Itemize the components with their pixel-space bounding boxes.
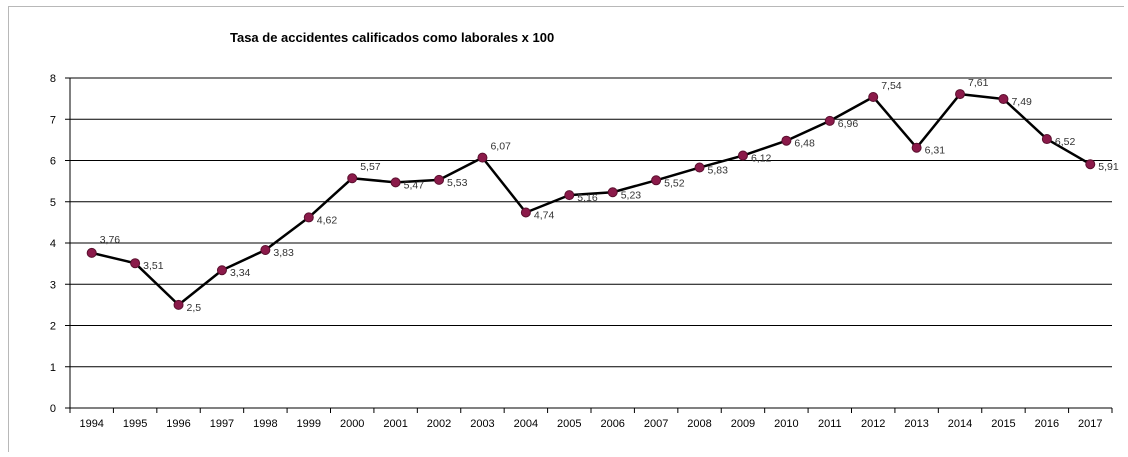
data-point xyxy=(651,175,662,186)
x-tick-label: 2001 xyxy=(383,418,407,430)
x-tick-label: 2016 xyxy=(1035,418,1059,430)
data-label: 2,5 xyxy=(187,302,202,314)
data-point xyxy=(564,190,575,201)
data-label: 3,76 xyxy=(100,234,121,246)
x-tick-label: 2009 xyxy=(731,418,755,430)
data-point xyxy=(303,212,314,223)
data-point xyxy=(694,162,705,173)
data-label: 6,48 xyxy=(794,138,815,150)
data-label: 6,52 xyxy=(1055,136,1076,148)
data-label: 5,16 xyxy=(577,192,598,204)
y-tick-label: 0 xyxy=(50,403,56,415)
data-label: 5,52 xyxy=(664,177,685,189)
data-point xyxy=(1041,134,1052,145)
data-label: 7,61 xyxy=(968,77,989,89)
data-label: 6,96 xyxy=(838,118,859,130)
x-tick-label: 1995 xyxy=(123,418,147,430)
y-tick-label: 2 xyxy=(50,321,56,333)
y-tick-label: 3 xyxy=(50,279,56,291)
data-point xyxy=(868,91,879,102)
data-point xyxy=(520,207,531,218)
x-tick-label: 2015 xyxy=(991,418,1015,430)
x-tick-label: 1998 xyxy=(253,418,277,430)
data-label: 3,34 xyxy=(230,267,251,279)
y-tick-label: 1 xyxy=(50,362,56,374)
data-point xyxy=(130,258,141,269)
x-tick-label: 2000 xyxy=(340,418,364,430)
data-label: 5,91 xyxy=(1098,161,1119,173)
data-label: 3,51 xyxy=(143,260,164,272)
x-tick-label: 2004 xyxy=(514,418,538,430)
x-tick-label: 2007 xyxy=(644,418,668,430)
data-point xyxy=(737,150,748,161)
x-tick-label: 1999 xyxy=(297,418,321,430)
x-tick-label: 2011 xyxy=(818,418,842,430)
x-tick-label: 1994 xyxy=(79,418,103,430)
x-tick-label: 2014 xyxy=(948,418,972,430)
data-label: 5,53 xyxy=(447,177,468,189)
x-tick-label: 2008 xyxy=(687,418,711,430)
data-point xyxy=(390,177,401,188)
chart-frame xyxy=(8,6,1124,452)
data-label: 5,83 xyxy=(708,165,729,177)
y-tick-label: 8 xyxy=(50,73,56,85)
data-label: 4,74 xyxy=(534,209,555,221)
data-label: 5,57 xyxy=(360,161,381,173)
data-label: 7,49 xyxy=(1011,96,1032,108)
data-point xyxy=(911,142,922,153)
data-point xyxy=(216,265,227,276)
data-point xyxy=(998,94,1009,105)
chart-title: Tasa de accidentes calificados como labo… xyxy=(230,30,555,45)
x-tick-label: 2002 xyxy=(427,418,451,430)
data-point xyxy=(1085,159,1096,170)
y-tick-label: 7 xyxy=(50,114,56,126)
data-point xyxy=(347,173,358,184)
data-point xyxy=(781,135,792,146)
data-label: 7,54 xyxy=(881,80,902,92)
data-label: 6,07 xyxy=(490,141,511,153)
data-point xyxy=(173,299,184,310)
data-point xyxy=(955,89,966,100)
x-tick-label: 1996 xyxy=(166,418,190,430)
x-tick-label: 2017 xyxy=(1078,418,1102,430)
data-point xyxy=(607,187,618,198)
data-point xyxy=(477,152,488,163)
y-tick-label: 6 xyxy=(50,156,56,168)
data-label: 6,12 xyxy=(751,153,772,165)
data-point xyxy=(86,247,97,258)
data-label: 4,62 xyxy=(317,214,338,226)
x-tick-label: 1997 xyxy=(210,418,234,430)
data-label: 3,83 xyxy=(273,247,294,259)
x-tick-label: 2005 xyxy=(557,418,581,430)
data-point xyxy=(260,245,271,256)
data-label: 5,23 xyxy=(621,189,642,201)
series-line xyxy=(91,92,1091,307)
x-tick-label: 2003 xyxy=(470,418,494,430)
data-point xyxy=(824,115,835,126)
y-tick-label: 5 xyxy=(50,197,56,209)
data-point xyxy=(434,174,445,185)
x-tick-label: 2006 xyxy=(600,418,624,430)
data-label: 6,31 xyxy=(925,145,946,157)
x-tick-label: 2013 xyxy=(904,418,928,430)
data-label: 5,47 xyxy=(404,179,425,191)
y-tick-label: 4 xyxy=(50,238,56,250)
x-tick-label: 2010 xyxy=(774,418,798,430)
x-tick-label: 2012 xyxy=(861,418,885,430)
